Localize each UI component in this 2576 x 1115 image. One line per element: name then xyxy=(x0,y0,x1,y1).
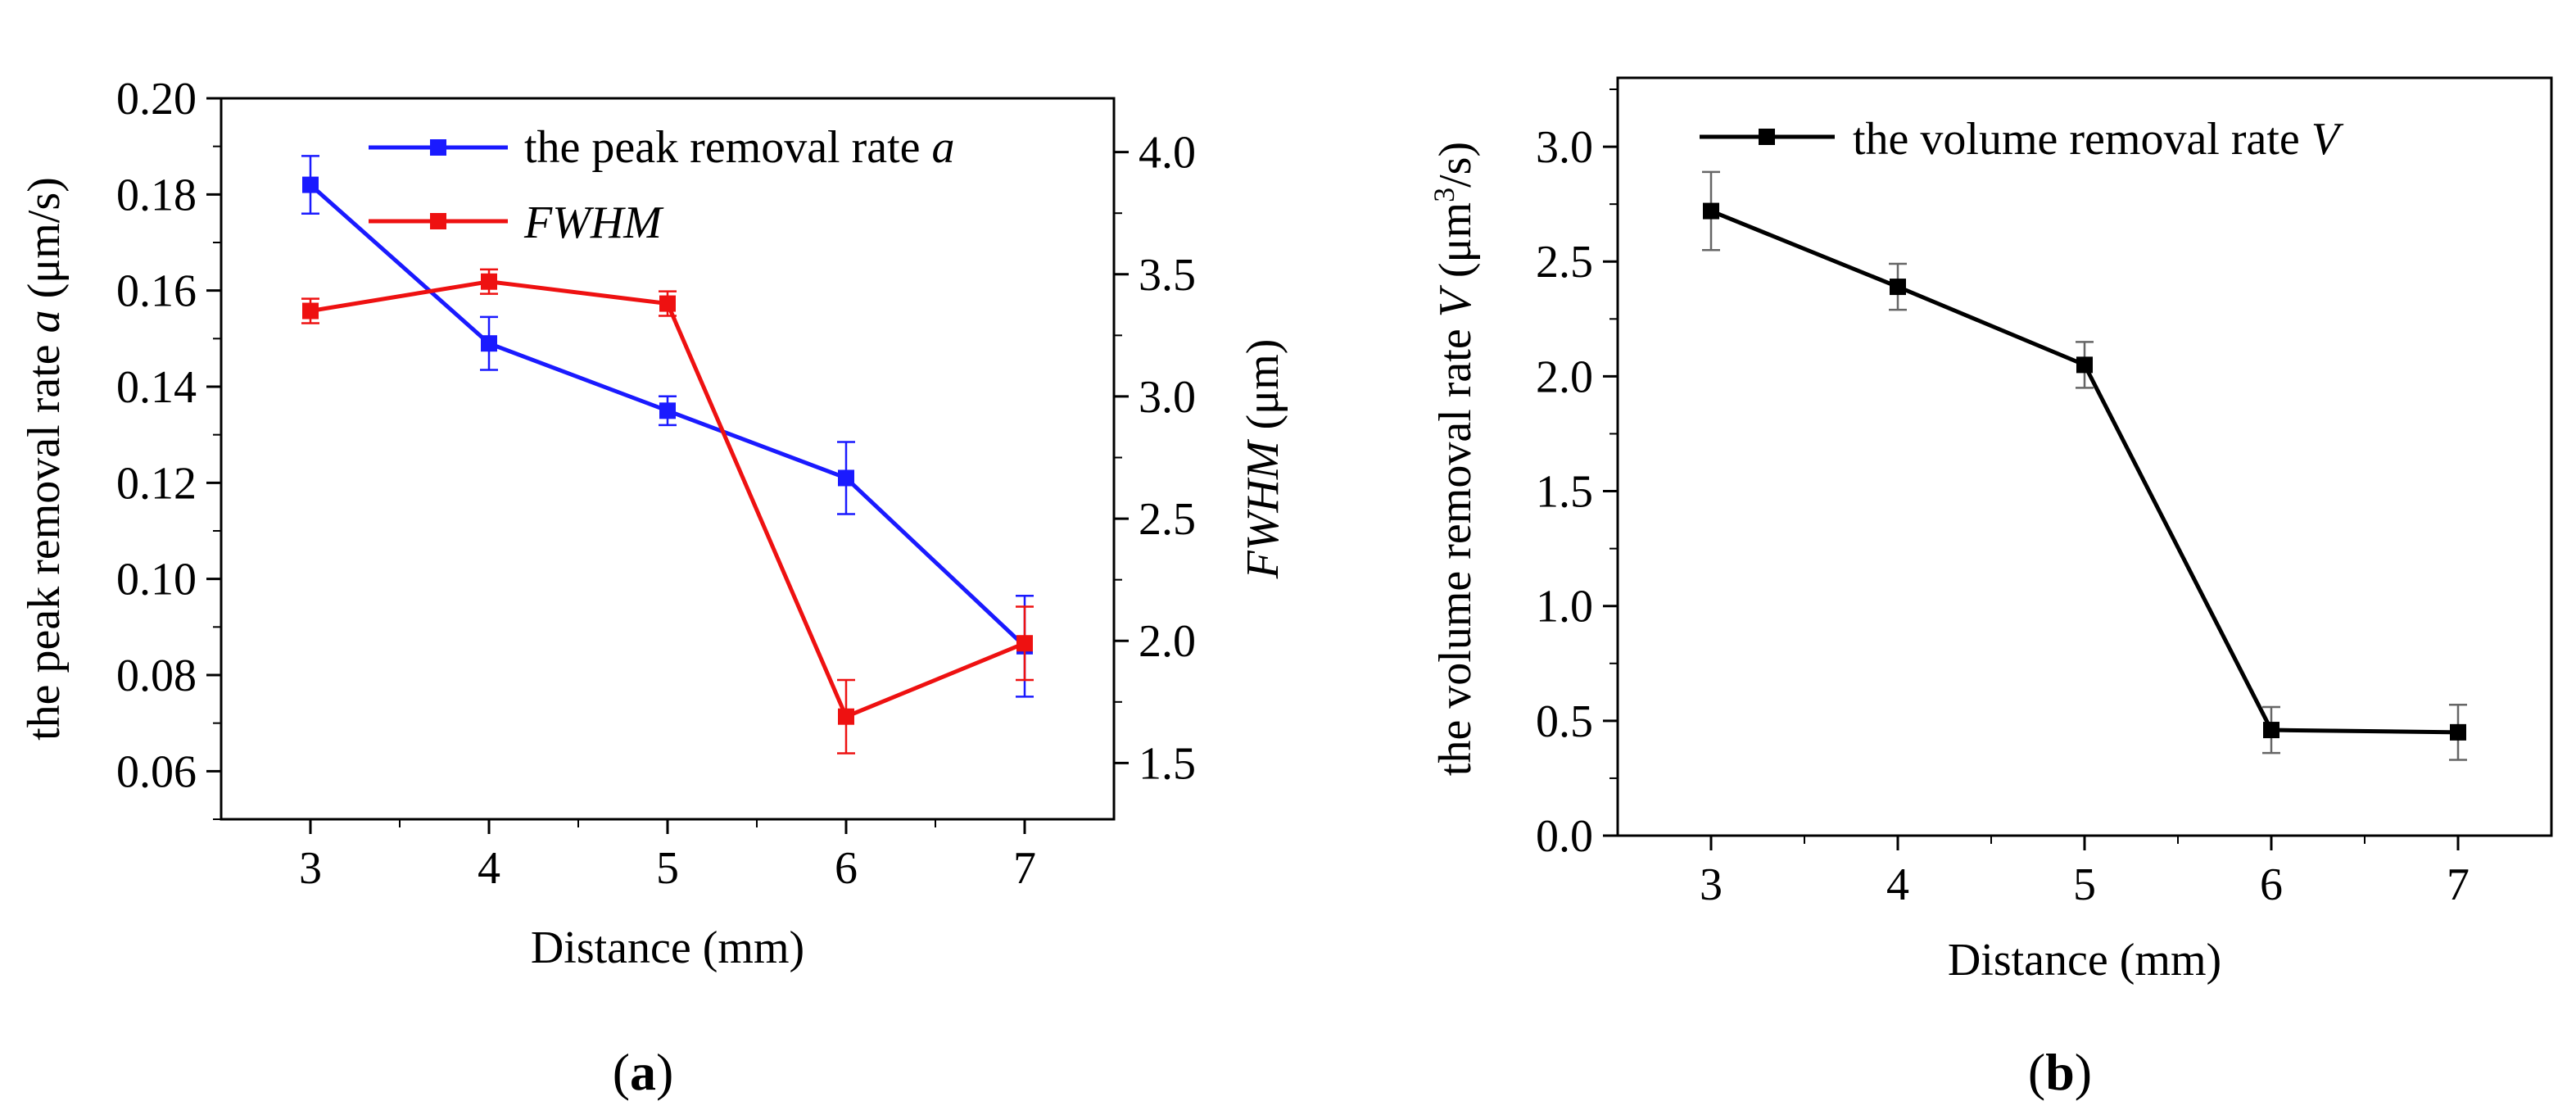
panel-a-series-1-line xyxy=(310,279,1025,719)
panel-b-label: (b) xyxy=(2028,1043,2092,1101)
panel-a-plot-frame xyxy=(220,97,1116,821)
panel-b-series-0-point xyxy=(2263,722,2279,739)
panel-a-legend: the peak removal rate a FWHM xyxy=(369,122,955,248)
panel-b-y-tick-label: 0.5 xyxy=(1536,696,1593,747)
panel-a-series-1-point xyxy=(838,708,854,725)
panel-a-series-1-point xyxy=(302,302,319,320)
panel-a-x-tick-label: 6 xyxy=(835,843,858,894)
panel-b-y-tick-label: 2.0 xyxy=(1536,351,1593,402)
panel-a-chart: 3 4 5 6 7 0.06 0.08 0.10 0.12 0.14 0.16 0.18 0.20 1.5… xyxy=(19,74,1288,1101)
legend-label-fwhm: FWHM xyxy=(523,197,664,248)
panel-b-series-0-point xyxy=(2450,723,2466,741)
panel-b-y-tick-label: 1.5 xyxy=(1536,467,1593,518)
panel-a-series-0-point xyxy=(302,176,319,193)
panel-b-x-tick-label: 4 xyxy=(1886,859,1909,910)
panel-a-x-axis-title: Distance (mm) xyxy=(531,922,804,973)
panel-b-series-0-line xyxy=(1710,209,2459,735)
panel-a-y-tick-label: 0.14 xyxy=(116,362,197,413)
panel-a-y-tick-label: 0.06 xyxy=(116,746,197,797)
panel-a-y-tick-label: 0.20 xyxy=(116,74,197,125)
panel-a-y-tick-label: 0.10 xyxy=(116,555,197,605)
panel-b-y-tick-label: 3.0 xyxy=(1536,122,1593,173)
panel-a-x-tick-label: 3 xyxy=(299,843,322,894)
legend-label-volume-rate: the volume removal rate V xyxy=(1853,114,2344,165)
panel-b-y-tick-label: 0.0 xyxy=(1536,811,1593,862)
panel-a-series-1-point xyxy=(481,273,497,290)
panel-b-legend: the volume removal rate V xyxy=(1700,114,2344,165)
legend-marker-volume-rate xyxy=(1759,129,1775,145)
legend-marker-fwhm xyxy=(430,213,446,229)
panel-b-series-0-point xyxy=(1890,279,1906,296)
panel-a-label: (a) xyxy=(613,1043,674,1101)
panel-a-y2-axis-title: FWHM (μm) xyxy=(1238,339,1288,580)
panel-a-y-axis-title: the peak removal rate a (μm/s) xyxy=(19,177,70,741)
panel-a-x-tick-label: 7 xyxy=(1013,843,1036,894)
panel-b-chart: 3 4 5 6 7 0.0 0.5 1.0 1.5 2.0 2.5 3.0 the volume re… xyxy=(1428,76,2553,1101)
panel-a-y-tick-label: 0.12 xyxy=(116,458,197,509)
panel-a-y2-tick-label: 4.0 xyxy=(1139,128,1196,179)
panel-a-y2-tick-label: 1.5 xyxy=(1139,738,1196,789)
panel-b-x-tick-label: 3 xyxy=(1700,859,1723,910)
panel-b-plot-frame xyxy=(1616,76,2553,837)
panel-b-y-tick-label: 2.5 xyxy=(1536,237,1593,288)
panel-a-x-tick-label: 4 xyxy=(478,843,500,894)
panel-a-y2-tick-label: 2.0 xyxy=(1139,616,1196,667)
panel-a-y-tick-label: 0.18 xyxy=(116,170,197,220)
panel-b-y-tick-label: 1.0 xyxy=(1536,582,1593,632)
panel-a-y-tick-label: 0.08 xyxy=(116,650,197,701)
panel-b-x-tick-label: 7 xyxy=(2447,859,2470,910)
panel-a-series-1-point xyxy=(1016,635,1033,652)
panel-a-series-1-point xyxy=(659,295,676,312)
panel-b-x-tick-label: 6 xyxy=(2260,859,2283,910)
panel-a-x-tick-label: 5 xyxy=(656,843,679,894)
panel-a-series-0-point xyxy=(659,402,676,419)
panel-a-series-0-point xyxy=(481,335,497,352)
panel-b-series-0-point xyxy=(2076,356,2093,374)
panel-a-y2-tick-label: 2.5 xyxy=(1139,494,1196,545)
panel-a-y-tick-label: 0.16 xyxy=(116,266,197,317)
panel-a-series-0-point xyxy=(838,469,854,487)
panel-b-series-0-point xyxy=(1703,202,1719,220)
legend-label-peak-rate: the peak removal rate a xyxy=(524,122,955,173)
panel-b-x-tick-label: 5 xyxy=(2073,859,2096,910)
panel-a-y2-tick-label: 3.0 xyxy=(1139,372,1196,423)
panel-b-x-axis-title: Distance (mm) xyxy=(1948,935,2221,986)
legend-marker-peak-rate xyxy=(430,139,446,156)
panel-b-y-axis-title: the volume removal rate V (μm3/s) xyxy=(1428,142,1481,776)
panel-a-y2-tick-label: 3.5 xyxy=(1139,250,1196,301)
